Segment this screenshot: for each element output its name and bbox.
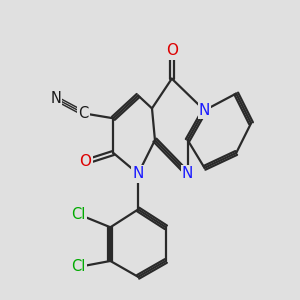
- Text: N: N: [50, 91, 61, 106]
- Text: Cl: Cl: [71, 207, 86, 222]
- Text: N: N: [182, 166, 193, 181]
- Text: N: N: [132, 166, 144, 181]
- Text: C: C: [79, 106, 89, 121]
- Text: O: O: [80, 154, 92, 169]
- Text: Cl: Cl: [71, 260, 86, 274]
- Text: O: O: [166, 44, 178, 59]
- Text: N: N: [199, 103, 210, 118]
